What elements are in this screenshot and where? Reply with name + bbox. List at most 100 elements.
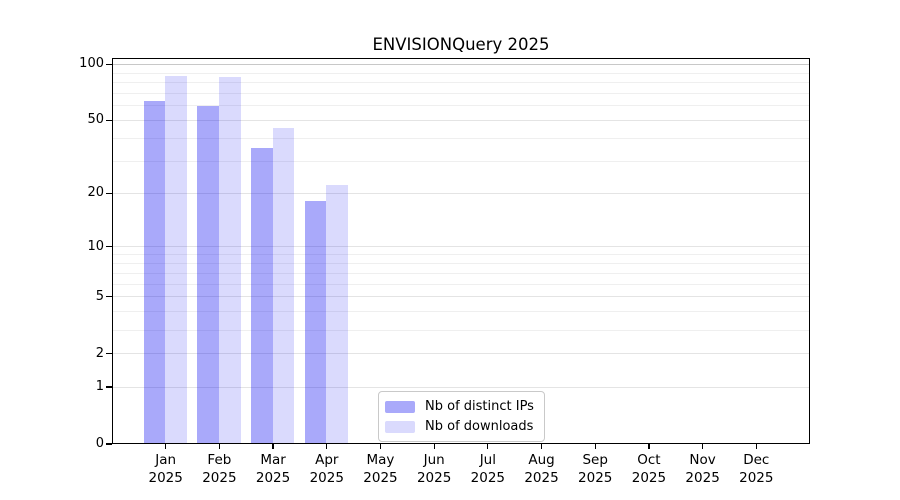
x-tick-mark [326,444,328,449]
gridline-60 [113,105,809,107]
x-tick-label: Apr 2025 [295,452,359,487]
legend-item: Nb of downloads [385,419,534,434]
x-tick-year: 2025 [255,469,291,486]
x-tick-label: Jun 2025 [402,452,466,487]
x-tick-month: Feb [207,452,232,468]
gridline-8 [113,262,809,264]
x-tick-label: Dec 2025 [724,452,788,487]
x-tick-label: Jan 2025 [134,452,198,487]
x-tick-year: 2025 [416,469,452,486]
x-tick-label: May 2025 [348,452,412,487]
y-tick-label: 0 [95,436,104,451]
gridline-3 [113,329,809,331]
y-tick-mark [106,386,112,388]
x-tick-month: Aug [528,452,555,468]
x-tick-year: 2025 [309,469,344,486]
chart-title: ENVISIONQuery 2025 [372,35,550,54]
x-tick-year: 2025 [578,469,613,486]
gridline-1 [113,386,809,388]
x-tick-year: 2025 [685,469,720,486]
gridline-100 [113,63,809,65]
y-tick-mark [106,119,112,122]
x-tick-month: Mar [260,452,286,468]
gridline-70 [113,92,809,94]
gridline-30 [113,161,809,163]
bar-ips-mar [251,148,273,443]
gridline-2 [113,353,809,355]
y-tick-label: 2 [95,345,104,361]
gridline-20 [113,193,809,195]
x-tick-mark [648,444,650,449]
y-tick-label: 100 [79,56,104,72]
x-tick-mark [487,444,489,449]
x-tick-month: Dec [743,452,770,468]
x-tick-label: Aug 2025 [510,452,574,487]
y-tick-mark [106,352,112,355]
gridline-40 [113,138,809,140]
x-tick-mark [379,444,382,449]
y-tick-mark [106,192,112,195]
x-tick-mark [165,444,167,449]
gridline-4 [113,311,809,313]
legend-swatch [385,420,415,433]
plot-area [112,58,810,444]
x-tick-year: 2025 [470,469,506,486]
y-tick-label: 20 [87,185,104,201]
bar-downloads-apr [326,185,349,443]
x-tick-year: 2025 [739,469,774,486]
bar-ips-apr [304,200,327,443]
gridline-50 [113,120,809,122]
bar-downloads-feb [219,77,241,443]
x-tick-month: May [366,452,395,468]
gridline-10 [113,246,809,248]
x-tick-mark [433,444,435,449]
y-tick-label: 50 [87,112,104,128]
x-tick-month: Jan [155,452,177,468]
legend: Nb of distinct IPs Nb of downloads [378,391,545,442]
gridline-90 [113,72,809,74]
x-tick-year: 2025 [631,469,667,486]
x-tick-label: Sep 2025 [563,452,627,487]
x-tick-month: Sep [582,452,608,468]
x-tick-mark [701,444,704,449]
legend-swatch [385,400,415,413]
gridline-7 [113,272,809,274]
y-tick-label: 1 [95,378,104,394]
bar-ips-jan [143,100,166,443]
bar-ips-feb [197,106,220,443]
bar-downloads-jan [165,75,187,443]
y-tick-mark [106,246,112,248]
legend-label: Nb of downloads [425,419,534,434]
x-tick-year: 2025 [363,469,398,486]
gridline-9 [113,254,809,256]
x-tick-month: Jul [479,452,496,468]
x-tick-month: Jun [423,452,445,468]
y-tick-label: 10 [87,238,104,254]
x-tick-year: 2025 [524,469,559,486]
x-tick-label: Nov 2025 [671,452,735,487]
legend-label: Nb of distinct IPs [425,399,534,414]
x-tick-year: 2025 [148,469,183,486]
gridline-5 [113,296,809,298]
x-tick-label: Mar 2025 [241,452,305,487]
y-tick-mark [106,63,112,65]
legend-item: Nb of distinct IPs [385,399,534,414]
x-tick-month: Apr [315,452,339,468]
x-tick-mark [755,444,757,449]
x-tick-year: 2025 [202,469,237,486]
bar-downloads-mar [272,127,295,443]
x-tick-label: Jul 2025 [456,452,520,487]
x-tick-mark [218,444,221,449]
y-tick-mark [106,443,112,445]
x-tick-month: Oct [637,452,661,468]
y-tick-mark [106,295,112,298]
x-tick-label: Feb 2025 [187,452,251,487]
y-tick-label: 5 [95,288,104,304]
x-tick-label: Oct 2025 [617,452,681,487]
x-tick-month: Nov [689,452,716,468]
x-tick-mark [594,444,596,449]
x-tick-mark [540,444,543,449]
gridline-6 [113,283,809,285]
x-tick-mark [272,444,274,449]
